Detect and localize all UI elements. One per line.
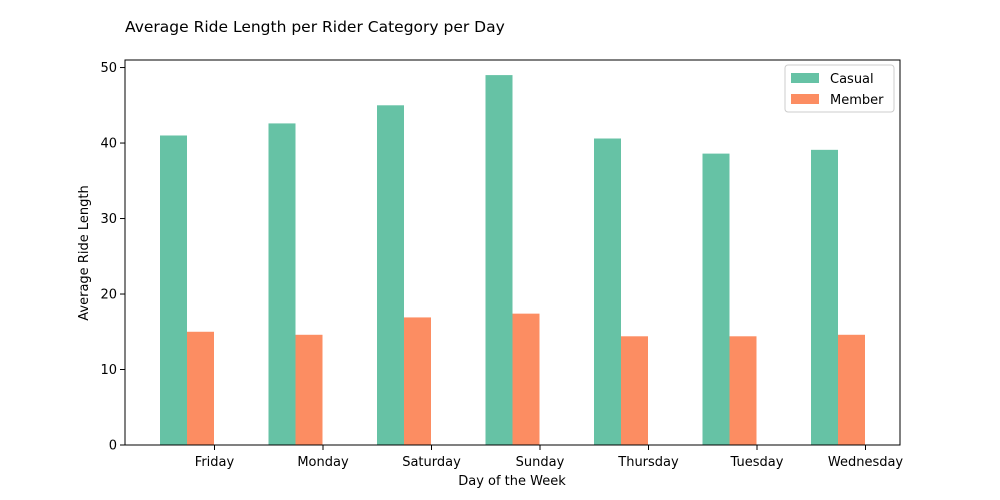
bar-casual-thursday <box>594 138 621 445</box>
y-tick-label: 50 <box>100 61 117 76</box>
legend-swatch-member <box>791 94 819 104</box>
x-tick-label-wednesday: Wednesday <box>828 455 904 470</box>
bar-member-monday <box>295 334 323 445</box>
y-tick-label: 40 <box>100 137 117 152</box>
legend-swatch-casual <box>791 73 819 83</box>
y-axis: 0 10 20 30 40 50 <box>100 61 125 454</box>
x-tick-label-tuesday: Tuesday <box>730 455 784 470</box>
x-tick-label-monday: Monday <box>297 455 349 470</box>
x-axis-title: Day of the Week <box>458 474 566 489</box>
bar-member-saturday <box>404 317 431 445</box>
bars-layer <box>160 75 865 446</box>
legend-label-member: Member <box>830 93 884 108</box>
plot-frame <box>124 59 901 446</box>
legend: Casual Member <box>784 64 895 113</box>
x-tick-label-saturday: Saturday <box>402 455 461 470</box>
bar-member-friday <box>187 331 214 445</box>
y-tick-label: 10 <box>100 363 117 378</box>
bar-member-tuesday <box>729 336 757 445</box>
bar-casual-friday <box>160 135 187 446</box>
x-axis: Friday Monday Saturday Sunday Thursday Tuesda… <box>195 445 904 470</box>
bar-member-wednesday <box>838 334 865 445</box>
bar-member-thursday <box>621 336 648 445</box>
chart-title: Average Ride Length per Rider Category p… <box>125 18 505 36</box>
x-tick-label-thursday: Thursday <box>617 455 679 470</box>
bar-casual-monday <box>268 123 296 445</box>
y-axis-title: Average Ride Length <box>77 185 92 320</box>
bar-member-sunday <box>512 313 540 445</box>
bar-casual-saturday <box>377 105 404 445</box>
y-tick-label: 30 <box>100 212 117 227</box>
bar-casual-tuesday <box>702 153 730 445</box>
x-tick-label-friday: Friday <box>195 455 235 470</box>
bar-casual-sunday <box>485 75 513 446</box>
x-tick-label-sunday: Sunday <box>516 455 565 470</box>
legend-label-casual: Casual <box>830 72 874 87</box>
bar-casual-wednesday <box>811 149 838 446</box>
y-tick-label: 20 <box>100 288 117 303</box>
y-tick-label: 0 <box>109 439 117 454</box>
